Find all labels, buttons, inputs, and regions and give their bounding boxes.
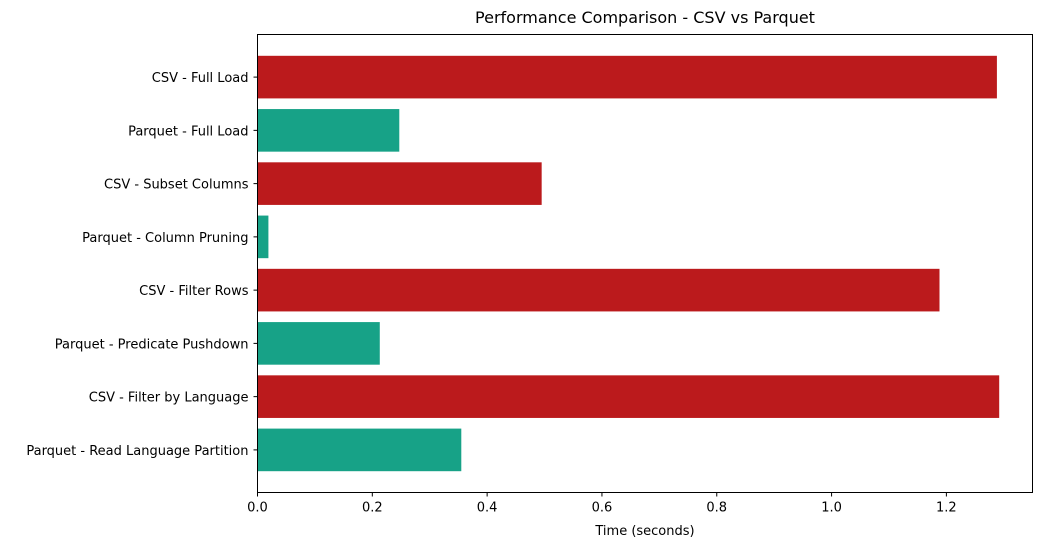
category-label: Parquet - Column Pruning bbox=[82, 231, 248, 246]
bar bbox=[257, 268, 940, 312]
x-tick-label: 0.6 bbox=[592, 501, 613, 516]
x-tick-label: 0.2 bbox=[362, 501, 383, 516]
x-axis-title: Time (seconds) bbox=[594, 524, 694, 539]
bar bbox=[257, 109, 400, 152]
category-label: CSV - Subset Columns bbox=[104, 178, 249, 193]
bar bbox=[257, 162, 542, 205]
x-tick-label: 0.0 bbox=[247, 501, 268, 516]
plot-frame bbox=[257, 34, 1033, 493]
bar bbox=[257, 375, 1000, 418]
category-label: Parquet - Full Load bbox=[128, 124, 248, 139]
bar bbox=[257, 55, 997, 99]
bar bbox=[257, 428, 462, 472]
bar bbox=[257, 215, 269, 259]
category-label: Parquet - Predicate Pushdown bbox=[55, 337, 249, 352]
category-label: CSV - Filter by Language bbox=[89, 391, 249, 406]
x-tick-label: 0.8 bbox=[706, 501, 727, 516]
x-axis-ticks: 0.0 0.2 0.4 0.6 0.8 1.0 1.2 bbox=[247, 492, 957, 516]
category-label: CSV - Filter Rows bbox=[139, 284, 249, 299]
chart-title: Performance Comparison - CSV vs Parquet bbox=[475, 8, 815, 27]
category-labels: CSV - Full Load Parquet - Full Load CSV - … bbox=[26, 71, 258, 459]
bars-group bbox=[257, 55, 1000, 472]
x-tick-label: 1.0 bbox=[821, 501, 842, 516]
x-tick-label: 1.2 bbox=[936, 501, 957, 516]
category-label: CSV - Full Load bbox=[152, 71, 249, 86]
category-label: Parquet - Read Language Partition bbox=[26, 444, 248, 459]
bar bbox=[257, 322, 380, 365]
x-tick-label: 0.4 bbox=[477, 501, 498, 516]
